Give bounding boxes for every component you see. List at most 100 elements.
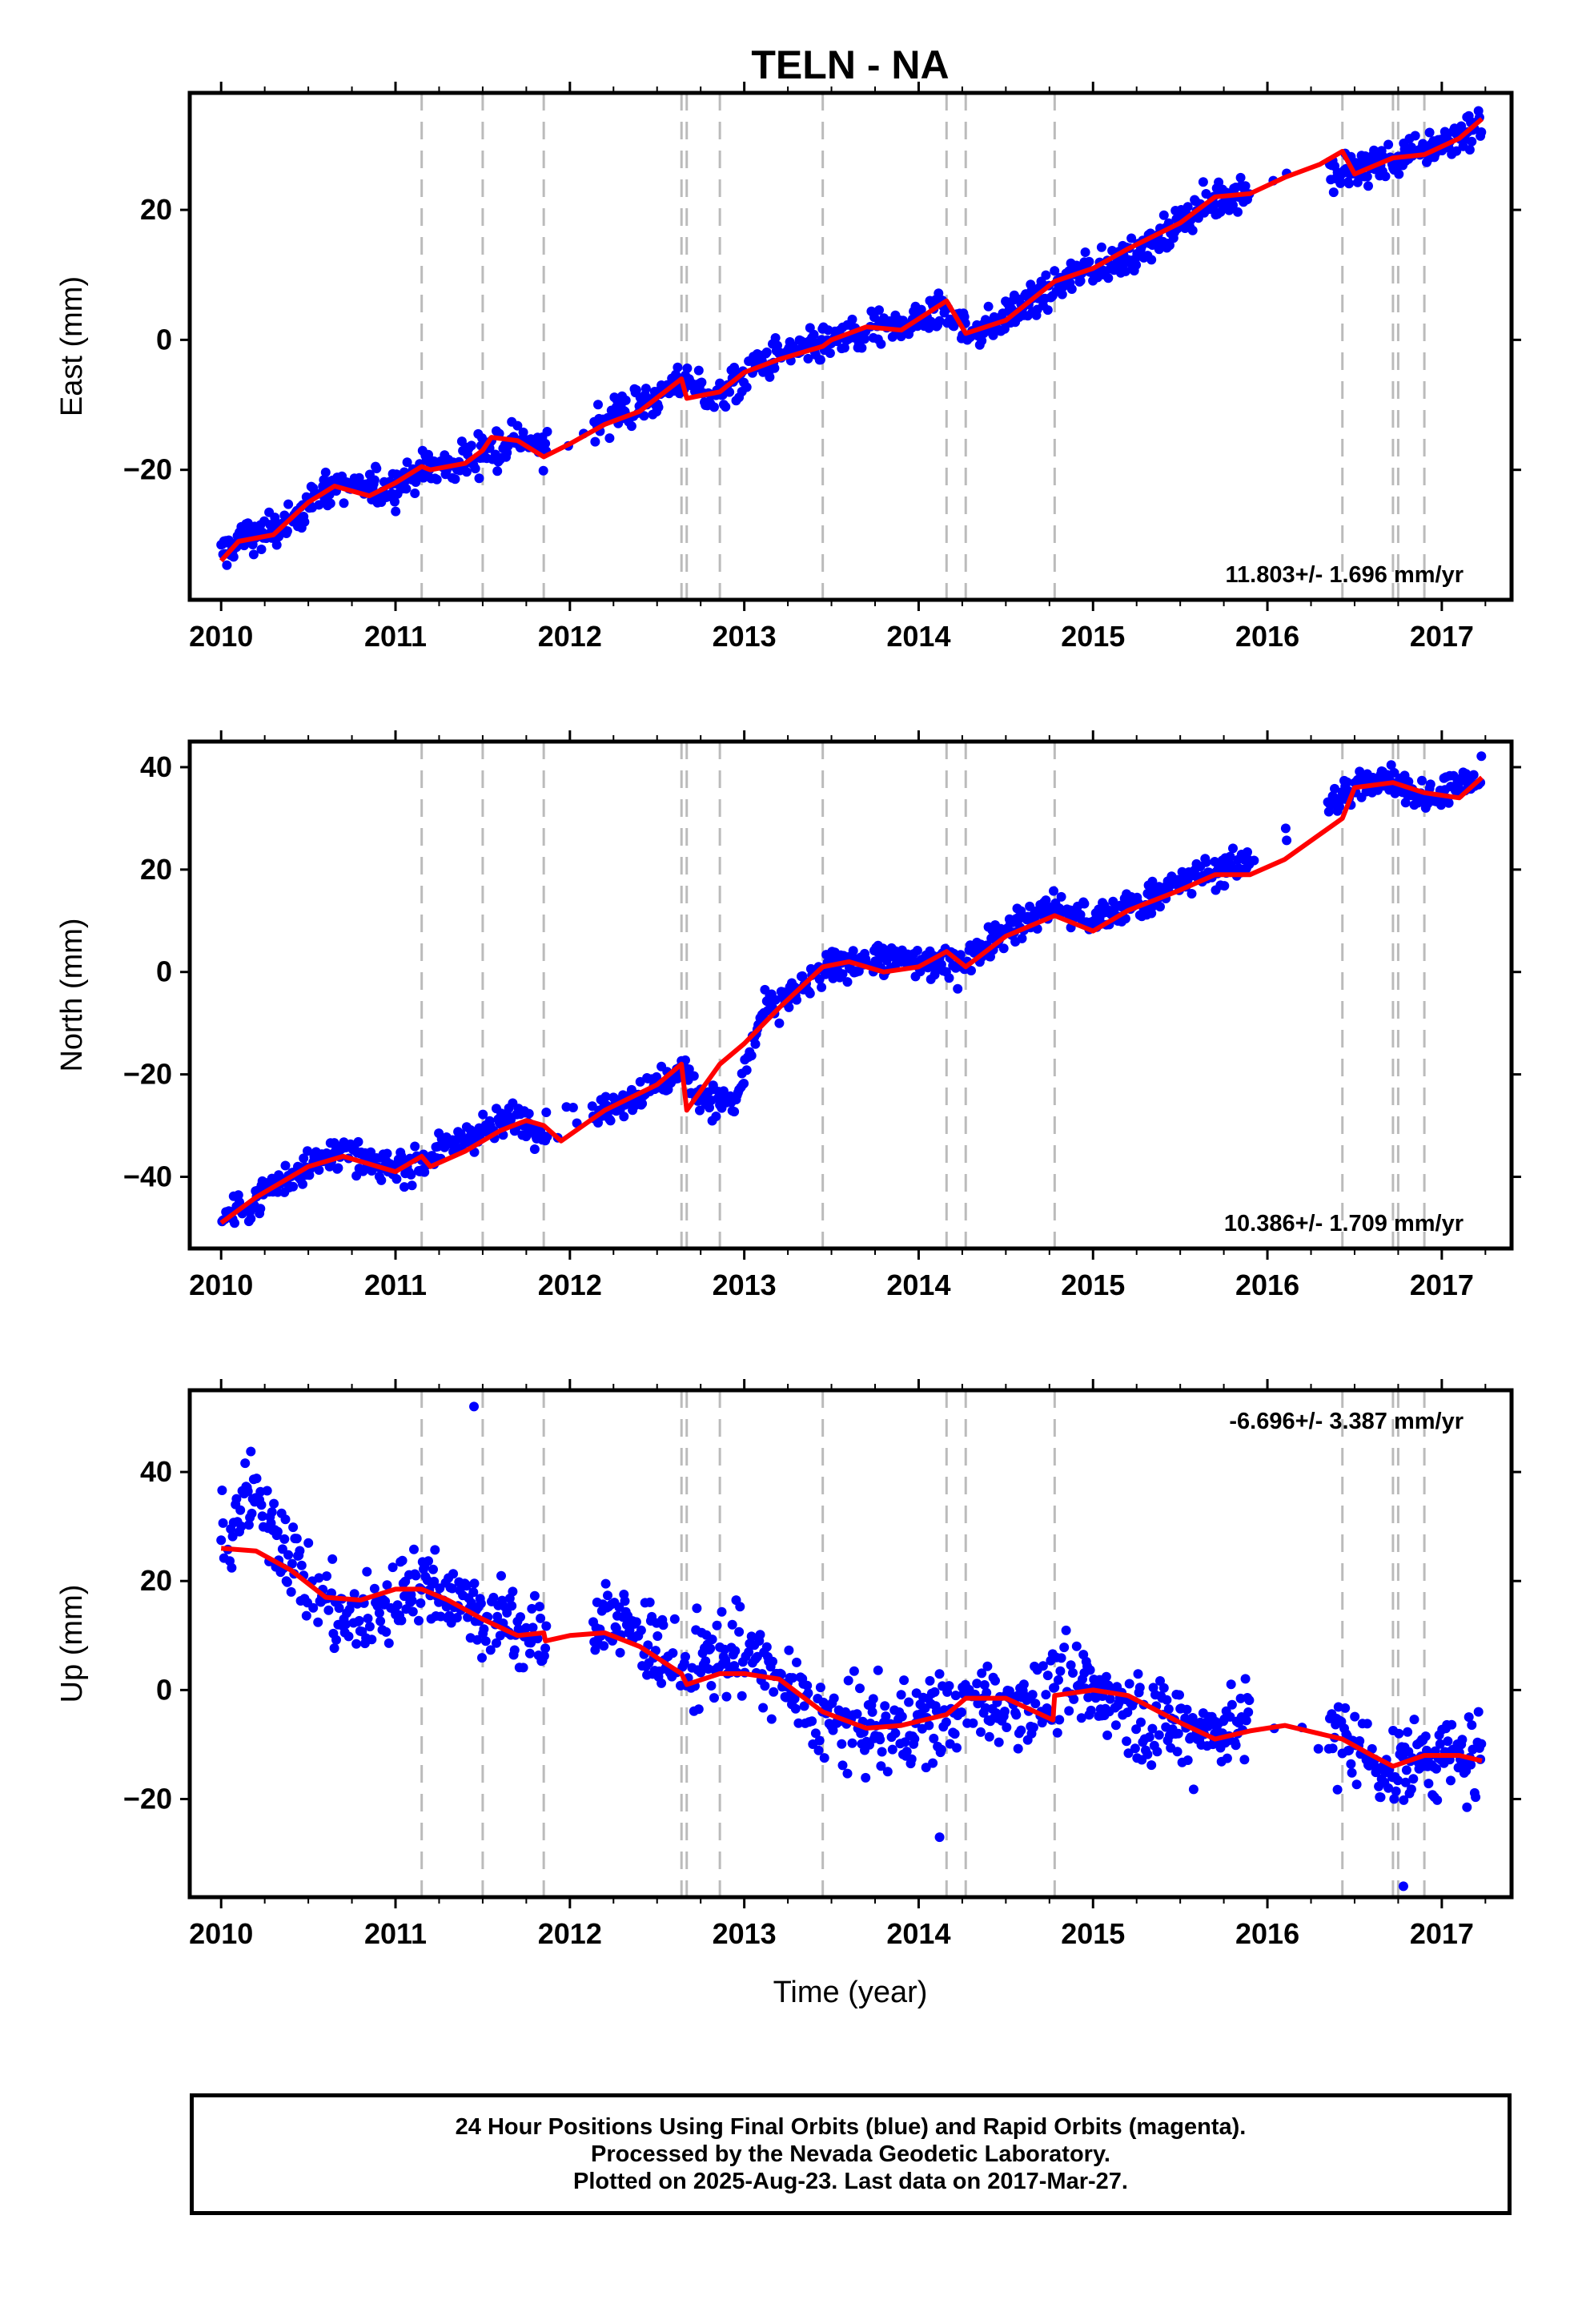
data-point xyxy=(994,1737,1004,1747)
data-point xyxy=(1403,777,1414,786)
data-point xyxy=(280,1514,291,1525)
data-point xyxy=(999,324,1010,334)
data-point xyxy=(784,1645,794,1655)
data-point xyxy=(485,1645,496,1655)
data-point xyxy=(877,1747,887,1757)
data-point xyxy=(1464,145,1475,155)
model-fit-line xyxy=(219,117,1484,563)
data-point xyxy=(696,1667,706,1678)
x-tick-label: 2010 xyxy=(189,1917,253,1950)
data-point xyxy=(216,1535,227,1546)
data-point xyxy=(689,1071,699,1081)
data-point xyxy=(518,427,528,437)
data-point xyxy=(243,1520,254,1530)
data-point xyxy=(314,1573,324,1583)
data-point xyxy=(1335,178,1346,188)
data-point xyxy=(1403,1727,1413,1737)
data-point xyxy=(1147,1723,1158,1734)
data-point xyxy=(600,1578,611,1589)
data-point xyxy=(396,1615,407,1626)
data-point xyxy=(1182,202,1193,212)
data-point xyxy=(1367,1743,1377,1754)
data-point xyxy=(313,1617,323,1627)
data-point xyxy=(528,1622,538,1633)
data-point xyxy=(1228,843,1238,854)
x-tick-label: 2011 xyxy=(364,1269,427,1301)
data-point xyxy=(729,362,740,372)
data-point xyxy=(899,1675,909,1686)
data-point xyxy=(1158,1683,1169,1693)
data-point xyxy=(267,1507,277,1518)
data-point xyxy=(1375,1792,1386,1803)
data-point xyxy=(1408,1774,1419,1784)
data-point xyxy=(761,347,772,357)
data-point xyxy=(1447,1719,1457,1730)
data-point xyxy=(803,353,813,364)
data-point xyxy=(1452,146,1462,156)
data-point xyxy=(369,475,379,485)
data-point xyxy=(707,1634,717,1645)
data-point xyxy=(1101,1671,1111,1682)
data-point-outlier xyxy=(469,1401,480,1412)
data-point xyxy=(1002,1723,1012,1732)
data-point xyxy=(1352,177,1363,187)
data-point xyxy=(512,420,523,431)
data-point xyxy=(1417,775,1427,786)
data-point xyxy=(931,1706,942,1716)
data-point xyxy=(1282,835,1292,846)
data-point xyxy=(466,440,476,451)
data-point xyxy=(924,1720,934,1731)
data-point xyxy=(362,1566,372,1577)
data-point xyxy=(1350,1711,1360,1722)
data-point xyxy=(375,1616,386,1626)
data-point xyxy=(401,484,412,494)
data-point xyxy=(881,1711,891,1722)
data-point xyxy=(1173,1728,1183,1739)
data-point xyxy=(383,1638,394,1648)
data-point xyxy=(1394,1728,1404,1739)
data-point xyxy=(367,1634,377,1645)
data-point xyxy=(735,1602,745,1612)
data-point xyxy=(1383,139,1394,150)
x-tick-label: 2011 xyxy=(364,620,427,653)
data-point xyxy=(1041,895,1051,906)
data-point xyxy=(272,1187,283,1197)
data-point xyxy=(1017,933,1027,943)
data-point xyxy=(1076,1713,1086,1723)
data-point xyxy=(1198,177,1208,187)
data-point xyxy=(603,1590,612,1601)
data-point xyxy=(508,1586,518,1597)
data-point xyxy=(755,1630,765,1640)
data-point xyxy=(402,457,412,468)
data-point xyxy=(1069,1694,1079,1704)
data-point xyxy=(1243,847,1252,857)
data-point xyxy=(303,1538,314,1548)
panel-frame xyxy=(187,739,1514,1251)
data-point xyxy=(269,1498,279,1509)
data-point xyxy=(837,1739,847,1749)
data-point xyxy=(450,474,460,485)
data-point xyxy=(1028,1723,1038,1732)
data-point xyxy=(542,1132,552,1142)
data-point xyxy=(280,1160,291,1171)
data-point xyxy=(875,1735,885,1745)
data-point xyxy=(1244,1695,1255,1706)
data-point xyxy=(469,1578,480,1589)
data-point xyxy=(718,1086,729,1096)
data-point xyxy=(1225,851,1235,862)
data-point xyxy=(668,1648,678,1659)
data-point xyxy=(1446,1775,1456,1786)
data-point xyxy=(283,499,294,509)
data-point xyxy=(1102,1730,1113,1740)
data-point xyxy=(390,497,400,507)
x-tick-label: 2012 xyxy=(538,1269,602,1301)
data-point xyxy=(1243,1707,1254,1717)
data-point xyxy=(853,966,864,976)
data-point xyxy=(333,1163,343,1173)
data-point xyxy=(474,473,484,484)
data-point xyxy=(1136,1717,1146,1727)
data-point xyxy=(380,1596,391,1606)
data-point xyxy=(1054,1675,1063,1685)
data-point xyxy=(296,1560,307,1570)
